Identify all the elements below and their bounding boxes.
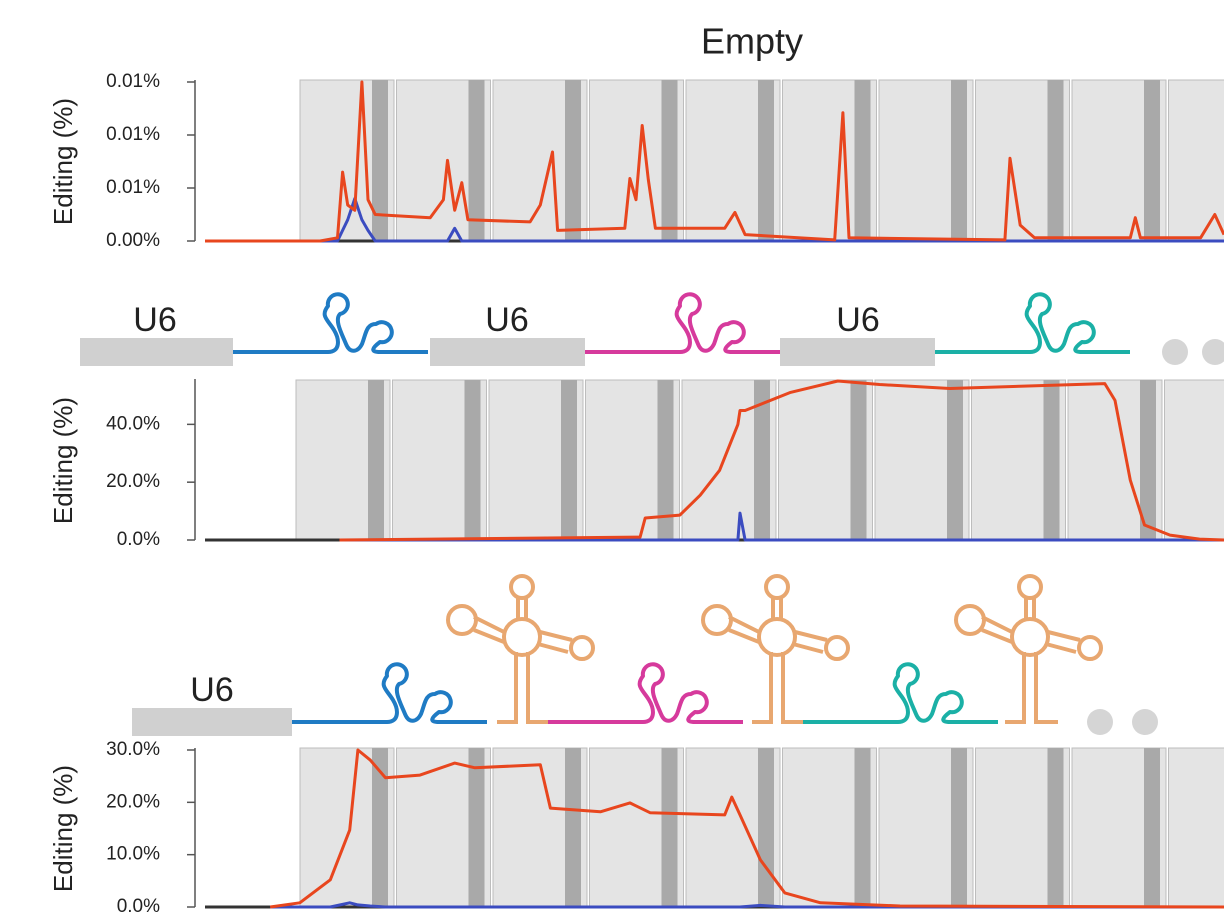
promoter-label: U6 — [190, 671, 233, 709]
y-tick-label: 0.01% — [106, 124, 160, 145]
trna-arm — [793, 632, 827, 652]
ellipsis-dot — [1202, 339, 1224, 365]
region-bar — [1144, 748, 1160, 907]
region-bar — [561, 380, 577, 540]
trna-arm — [538, 632, 572, 652]
trna-arm — [1026, 597, 1034, 619]
region-bar — [855, 80, 871, 241]
trna-loop — [511, 576, 533, 598]
trna-loop — [826, 637, 848, 659]
trna — [956, 576, 1101, 722]
trna-core — [504, 619, 540, 655]
y-tick-label: 20.0% — [106, 471, 160, 492]
sgrna-hairpin — [585, 294, 780, 352]
region-bar — [465, 380, 481, 540]
trna-loop — [703, 606, 731, 634]
y-axis-label: Editing (%) — [48, 765, 78, 892]
trna-loop — [1019, 576, 1041, 598]
region-bar — [1048, 748, 1064, 907]
promoter-box — [430, 338, 585, 366]
region-bar — [368, 380, 384, 540]
y-tick-label: 30.0% — [106, 739, 160, 760]
region-bar — [951, 748, 967, 907]
trna — [703, 576, 848, 722]
sgrna-hairpin — [548, 664, 743, 722]
region-bar — [1144, 80, 1160, 241]
region-bar — [469, 748, 485, 907]
region-bar — [947, 380, 963, 540]
ellipsis-dot — [1162, 339, 1188, 365]
region-bar — [662, 748, 678, 907]
ellipsis-dot — [1087, 709, 1113, 735]
trna-arm — [982, 617, 1012, 642]
region-bar — [758, 748, 774, 907]
promoter-box — [780, 338, 935, 366]
promoter-box — [132, 708, 292, 736]
region-bar — [758, 80, 774, 241]
trna-arm — [729, 617, 759, 642]
sgrna-hairpin — [803, 664, 998, 722]
trna-loop — [1079, 637, 1101, 659]
trna-arm — [1046, 632, 1080, 652]
region-bar — [1048, 80, 1064, 241]
y-tick-label: 0.01% — [106, 71, 160, 92]
sgrna-hairpin — [935, 294, 1130, 352]
region-box — [1165, 380, 1224, 540]
trna — [448, 576, 593, 722]
promoter-label: U6 — [836, 301, 879, 339]
region-bar — [855, 748, 871, 907]
trna-loop — [766, 576, 788, 598]
sgrna-hairpin — [292, 664, 487, 722]
promoter-label: U6 — [485, 301, 528, 339]
y-tick-label: 0.01% — [106, 177, 160, 198]
region-bar — [851, 380, 867, 540]
trna-core — [1012, 619, 1048, 655]
y-tick-label: 0.00% — [106, 230, 160, 251]
trna-stem — [497, 652, 550, 722]
trna-loop — [956, 606, 984, 634]
ellipsis-dot — [1132, 709, 1158, 735]
y-tick-label: 0.0% — [117, 529, 160, 550]
y-tick-label: 0.0% — [117, 896, 160, 917]
figure: Empty U6 U6 U6 U6 0.00% 0.01% 0.01% 0.01% Ed… — [0, 0, 1224, 918]
trna-core — [759, 619, 795, 655]
trna-arm — [773, 597, 781, 619]
region-bar — [1044, 380, 1060, 540]
region-bar — [951, 80, 967, 241]
y-tick-label: 10.0% — [106, 844, 160, 865]
region-bar — [565, 748, 581, 907]
y-axis-label: Editing (%) — [48, 98, 78, 225]
sgrna-hairpin — [233, 294, 428, 352]
chart-title: Empty — [701, 21, 803, 62]
trna-arm — [518, 597, 526, 619]
region-bar — [565, 80, 581, 241]
region-bar — [469, 80, 485, 241]
trna-loop — [571, 637, 593, 659]
y-axis-label: Editing (%) — [48, 397, 78, 524]
trna-loop — [448, 606, 476, 634]
region-bar — [662, 80, 678, 241]
trna-stem — [752, 652, 805, 722]
promoter-label: U6 — [133, 301, 176, 339]
region-box — [1169, 748, 1224, 907]
trna-arm — [474, 617, 504, 642]
region-bar — [372, 80, 388, 241]
promoter-box — [80, 338, 233, 366]
trna-stem — [1005, 652, 1058, 722]
y-tick-label: 20.0% — [106, 791, 160, 812]
y-tick-label: 40.0% — [106, 413, 160, 434]
